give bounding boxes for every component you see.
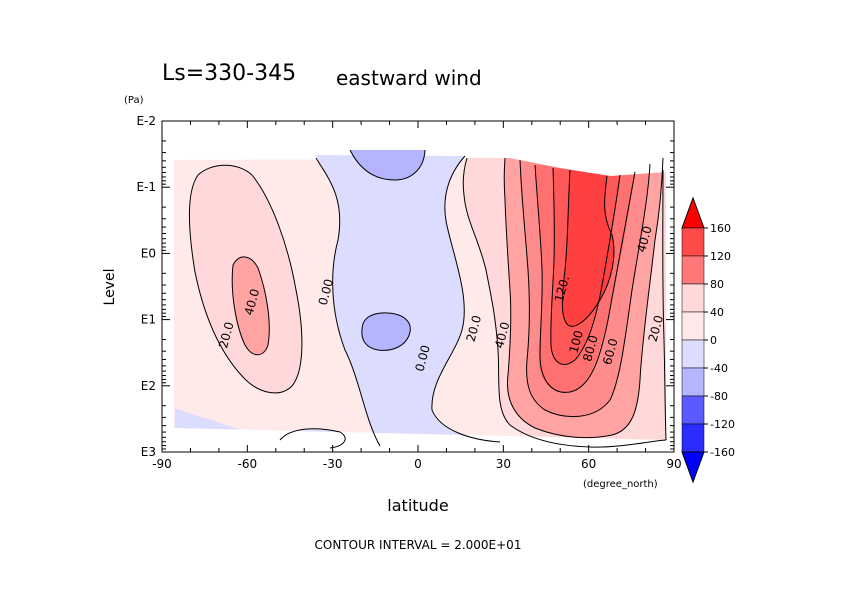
x-tick-label: 30 (496, 457, 511, 471)
domain-masks (162, 121, 674, 452)
x-tick-label: 0 (414, 457, 422, 471)
colorbar: 160 120 80 40 0 -40 -80 -120 -160 (681, 196, 735, 484)
band-neg-40-20-mid (361, 312, 411, 351)
x-tick-label: -90 (152, 457, 172, 471)
contour-line-40-north (503, 157, 664, 439)
x-axis: -90 -60 -30 0 30 60 90 (152, 121, 682, 471)
colorbar-label: -120 (710, 418, 735, 431)
contour-line-0-west (315, 157, 381, 447)
contour-interval-note: CONTOUR INTERVAL = 2.000E+01 (315, 538, 522, 552)
y-tick-label: E2 (141, 379, 156, 393)
contour-label: 60.0 (600, 337, 620, 366)
y-tick-label: E1 (141, 313, 156, 327)
colorbar-box (681, 395, 705, 425)
contour-line-20-north (462, 157, 667, 448)
contour-label: 120. (552, 274, 572, 303)
y-axis-label: Level (102, 269, 118, 306)
y-tick-label: E3 (141, 445, 156, 459)
colorbar-box (681, 311, 705, 341)
colorbar-label: 0 (710, 334, 717, 347)
contour-line-100-north (550, 167, 621, 365)
contour-label: 40.0 (492, 320, 512, 349)
y-tick-label: E-2 (136, 114, 156, 128)
x-axis-label: latitude (387, 496, 448, 515)
y-unit-label: (Pa) (124, 95, 144, 106)
x-tick-label: 90 (666, 457, 681, 471)
contour-label: 0.00 (316, 277, 336, 306)
contour-line-neg-mid (361, 312, 411, 351)
contour-label: 40.0 (242, 287, 262, 316)
band-neg-20-0 (316, 155, 500, 446)
colorbar-box (681, 423, 705, 453)
x-tick-label: -60 (238, 457, 258, 471)
colorbar-label: 40 (710, 306, 724, 319)
colorbar-label: -160 (710, 446, 735, 459)
y-axis: E-2 E-1 E0 E1 E2 E3 (136, 114, 674, 459)
y-tick-label: E-1 (136, 180, 156, 194)
contour-line-neg-bottom (279, 428, 346, 449)
colorbar-top-arrow (681, 196, 705, 229)
contour-line-40-south (231, 256, 270, 356)
contour-label: 20.0 (646, 314, 666, 343)
contour-line-120-north (561, 169, 615, 327)
contour-line-neg-top (349, 149, 426, 181)
band-neg-bottom-left (175, 408, 240, 430)
x-tick-label: 60 (581, 457, 596, 471)
colorbar-label: -40 (710, 362, 728, 375)
contour-line-80-north (534, 164, 636, 393)
chart-title-right: eastward wind (336, 66, 482, 90)
colorbar-box (681, 227, 705, 257)
colorbar-bottom-arrow (681, 451, 705, 484)
colorbar-label: 120 (710, 250, 731, 263)
contour-label: 100 (567, 329, 586, 355)
contour-label: 40.0 (634, 224, 654, 253)
colorbar-box (681, 367, 705, 397)
band-40-60-south (232, 256, 270, 355)
contour-label: 20.0 (216, 320, 236, 349)
colorbar-label: 80 (710, 278, 724, 291)
band-120-140-north (562, 170, 614, 327)
contour-line-20-south (188, 164, 303, 394)
x-tick-label: -30 (323, 457, 343, 471)
contour-line-60-north (519, 159, 651, 418)
y-tick-label: E0 (141, 246, 156, 260)
colorbar-box (681, 283, 705, 313)
colorbar-label: -80 (710, 390, 728, 403)
contour-label: 20.0 (464, 314, 484, 343)
colorbar-label: 160 (710, 222, 731, 235)
contour-label: 80.0 (580, 334, 600, 363)
contour-line-0-east (431, 155, 501, 443)
chart-title-left: Ls=330-345 (162, 61, 296, 86)
contour-line-20-north-edge (662, 169, 667, 441)
contour-label: 0.00 (412, 344, 432, 373)
x-axis-unit: (degree_north) (583, 479, 658, 490)
colorbar-box (681, 255, 705, 285)
colorbar-box (681, 339, 705, 369)
contour-lines (188, 149, 667, 449)
